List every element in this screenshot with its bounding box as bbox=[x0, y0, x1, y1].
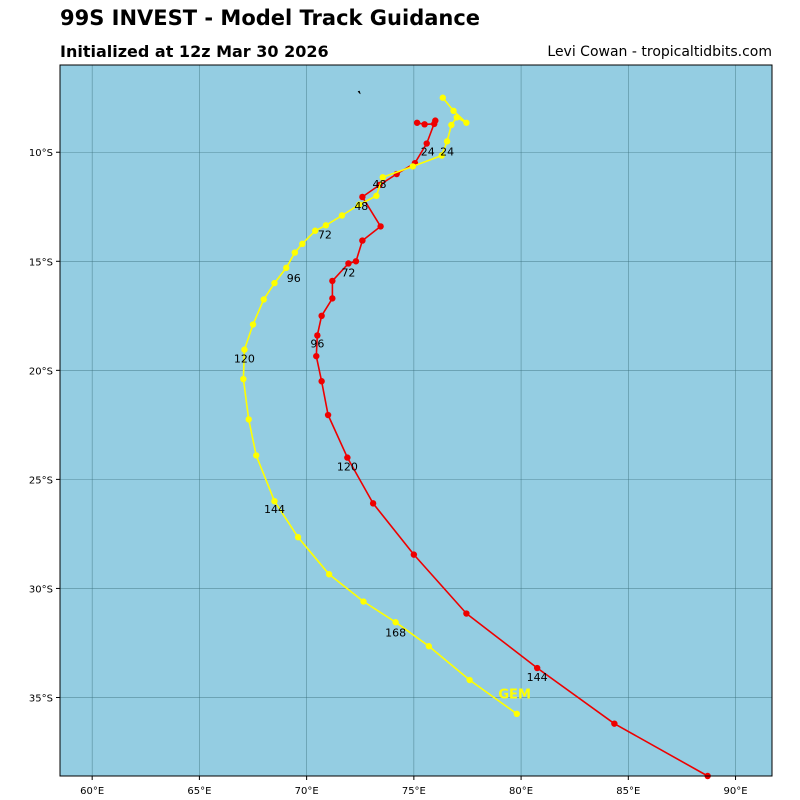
credit-text: Levi Cowan - tropicaltidbits.com bbox=[547, 44, 772, 60]
red-track-point bbox=[410, 551, 418, 558]
red-track-point bbox=[314, 332, 321, 339]
red-track-point bbox=[423, 140, 430, 147]
yellow-track-hour-label: 48 bbox=[354, 200, 368, 213]
yellow-track-point bbox=[439, 94, 447, 101]
init-time: Initialized at 12z Mar 30 2026 bbox=[60, 42, 329, 61]
red-track-point bbox=[318, 312, 325, 320]
red-track-hour-label: 24 bbox=[421, 146, 435, 159]
yellow-track-point bbox=[240, 375, 247, 383]
red-track bbox=[313, 117, 711, 780]
yellow-track-point bbox=[355, 201, 363, 208]
page-title: 99S INVEST - Model Track Guidance bbox=[60, 6, 481, 30]
red-track-point bbox=[329, 277, 336, 285]
lat-tick-label: 20°S bbox=[29, 366, 53, 377]
lon-tick-label: 75°E bbox=[402, 786, 426, 797]
red-track-point bbox=[329, 295, 336, 302]
yellow-track bbox=[240, 94, 520, 718]
red-track-hour-label: 120 bbox=[337, 461, 358, 474]
lat-tick-label: 30°S bbox=[29, 584, 53, 595]
lat-tick-label: 15°S bbox=[29, 257, 53, 268]
yellow-track-hour-label: 168 bbox=[385, 626, 406, 639]
red-track-hour-label: 144 bbox=[527, 671, 548, 684]
yellow-track-hour-label: 24 bbox=[440, 146, 454, 159]
lon-tick-label: 60°E bbox=[80, 786, 104, 797]
yellow-track-point bbox=[379, 174, 386, 181]
yellow-track-point bbox=[260, 296, 267, 303]
lon-tick-label: 70°E bbox=[295, 786, 319, 797]
lat-tick-label: 25°S bbox=[29, 475, 53, 486]
axis-labels: 60°E 65°E 70°E 75°E 80°E 85°E 90°E 10°S 15°S 20°S… bbox=[29, 148, 748, 797]
red-track-point bbox=[432, 117, 439, 124]
yellow-track-point bbox=[245, 416, 252, 423]
yellow-track-hour-label: 96 bbox=[287, 272, 301, 285]
yellow-track-point bbox=[513, 710, 520, 718]
red-track-point bbox=[352, 258, 360, 265]
red-track-point bbox=[359, 237, 366, 244]
yellow-track-point bbox=[425, 643, 433, 650]
island-shape bbox=[357, 90, 361, 95]
yellow-track-hour-label: 144 bbox=[264, 503, 285, 516]
red-track-point bbox=[377, 223, 384, 230]
yellow-track-point bbox=[392, 619, 399, 626]
yellow-track-point bbox=[453, 114, 460, 121]
red-track-point bbox=[533, 664, 541, 672]
red-track-point bbox=[611, 720, 618, 727]
yellow-track-point bbox=[438, 152, 445, 159]
red-track-hour-label: 72 bbox=[341, 267, 355, 280]
red-track-point bbox=[421, 121, 428, 128]
red-track-point bbox=[463, 610, 470, 617]
red-track-point bbox=[345, 260, 352, 267]
red-track-hour-label: 96 bbox=[310, 337, 324, 350]
yellow-track-point bbox=[409, 163, 416, 170]
lat-tick-label: 35°S bbox=[29, 693, 53, 704]
yellow-track-point bbox=[448, 121, 455, 129]
yellow-track-point bbox=[241, 346, 248, 353]
yellow-track-point bbox=[322, 222, 330, 229]
yellow-track-point bbox=[466, 676, 473, 684]
land-layer bbox=[357, 90, 361, 95]
yellow-track-point bbox=[253, 452, 260, 459]
yellow-track-point bbox=[373, 192, 380, 200]
yellow-track-point bbox=[463, 119, 470, 126]
yellow-track-point bbox=[450, 107, 457, 115]
red-track-point bbox=[318, 378, 325, 385]
red-track-point bbox=[313, 352, 320, 360]
yellow-track-point bbox=[299, 240, 306, 248]
yellow-track-point bbox=[312, 227, 319, 234]
lon-tick-label: 65°E bbox=[187, 786, 211, 797]
yellow-track-hour-label: 72 bbox=[318, 228, 332, 241]
lon-tick-label: 80°E bbox=[509, 786, 533, 797]
lat-tick-label: 10°S bbox=[29, 148, 53, 159]
lon-tick-label: 90°E bbox=[724, 786, 748, 797]
label-layer: 24 48 72 96 120 144 24 48 72 96 120 144 168 GEM bbox=[234, 146, 548, 703]
red-track-point bbox=[369, 500, 377, 507]
lon-tick-label: 85°E bbox=[616, 786, 640, 797]
track-layer bbox=[240, 94, 711, 780]
yellow-track-point bbox=[271, 497, 278, 505]
red-track-point bbox=[413, 119, 421, 126]
yellow-track-point bbox=[249, 321, 257, 328]
model-name-label: GEM bbox=[498, 688, 531, 703]
yellow-track-point bbox=[360, 598, 367, 605]
yellow-track-point bbox=[325, 571, 333, 578]
yellow-track-point bbox=[443, 138, 451, 145]
map-frame bbox=[59, 64, 773, 777]
red-track-point bbox=[359, 193, 366, 201]
red-track-hour-label: 48 bbox=[373, 178, 387, 191]
red-track-point bbox=[344, 454, 351, 461]
yellow-track-point bbox=[271, 279, 278, 287]
yellow-track-point bbox=[291, 249, 299, 256]
yellow-track-point bbox=[338, 212, 346, 219]
red-track-point bbox=[324, 411, 332, 419]
yellow-track-point bbox=[283, 264, 290, 272]
yellow-track-hour-label: 120 bbox=[234, 353, 255, 366]
yellow-track-point bbox=[294, 533, 302, 541]
ocean-background bbox=[60, 65, 772, 776]
grid-lines bbox=[60, 65, 772, 776]
